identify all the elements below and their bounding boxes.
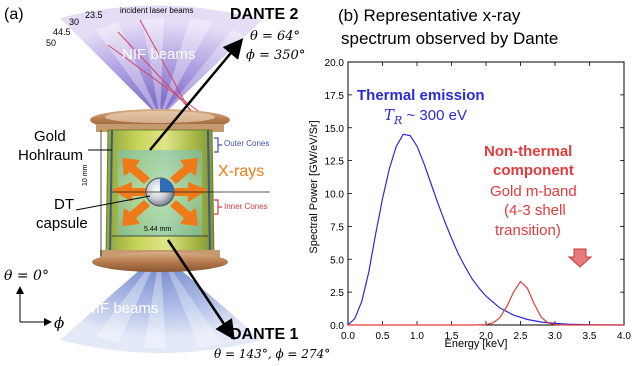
dante2-theta: θ = 64° (250, 29, 301, 44)
dante1-angles: θ = 143°, ϕ = 274° (214, 347, 331, 361)
hohlraum-top-rim (90, 109, 230, 132)
bottom-beam-fan (60, 252, 262, 353)
beam-angle-50: 50 (46, 38, 57, 48)
x-tick-label: 0.5 (376, 331, 390, 342)
y-ticks: 0.0 2.5 5.0 7.5 10.0 12.5 15.0 17.5 20.0 (325, 58, 624, 332)
nonthermal-line3: Gold m-band (490, 183, 577, 200)
thermal-emission-title: Thermal emission (357, 87, 485, 104)
inner-cones-label: Inner Cones (224, 202, 268, 211)
y-tick-label: 5.0 (330, 255, 344, 266)
dt-label: DT (54, 196, 74, 213)
y-tick-label: 10.0 (325, 190, 345, 201)
beam-angle-44-5: 44.5 (53, 27, 71, 37)
thermal-emission-series (347, 133, 625, 326)
dante1-title: DANTE 1 (230, 326, 299, 343)
dante2-phi: ϕ = 350° (246, 48, 306, 63)
x-tick-label: 2.0 (479, 331, 493, 342)
series-lines (347, 133, 625, 326)
beam-angle-23-5: 23.5 (85, 10, 103, 20)
coordinate-axes (16, 286, 52, 326)
temp-symbol: T (384, 106, 395, 124)
y-tick-label: 0.0 (330, 321, 344, 332)
dante2-line-of-sight (149, 38, 244, 151)
gold-label: Gold (34, 128, 66, 145)
nonthermal-line5: transition) (495, 222, 561, 239)
nif-beams-top-label: NIF beams (122, 46, 196, 63)
panel-b-label: (b) (338, 6, 359, 25)
incident-beams-label: incident laser beams (120, 6, 194, 15)
y-tick-label: 7.5 (330, 222, 344, 233)
beam-angle-30: 30 (69, 17, 80, 27)
x-tick-label: 3.0 (548, 331, 562, 342)
panel-b-title-line2: spectrum observed by Dante (341, 29, 559, 48)
width-dimension-label: 5.44 mm (144, 226, 172, 233)
capsule-label: capsule (36, 215, 88, 232)
x-tick-label: 1.5 (445, 331, 459, 342)
y-tick-label: 20.0 (325, 58, 345, 69)
nonthermal-line2: component (493, 162, 574, 179)
nif-beams-bottom-label: NIF beams (85, 300, 159, 317)
hohlraum-bottom-rim (92, 250, 228, 272)
x-axis-label: Energy [keV] (445, 338, 508, 350)
outer-cones-bracket (214, 137, 222, 153)
temp-value: ~ 300 eV (402, 107, 467, 124)
panel-b-title-text: Representative x-ray (363, 6, 521, 25)
x-tick-label: 1.0 (410, 331, 424, 342)
x-tick-label: 3.5 (583, 331, 597, 342)
nonthermal-component-series (348, 281, 624, 326)
hohlraum-illustration (16, 5, 270, 353)
spectrum-chart: 0.0 2.5 5.0 7.5 10.0 12.5 15.0 17.5 20.0 0.0 0.5 1… (308, 58, 631, 350)
phi-axis-label: ϕ (54, 314, 65, 332)
xrays-label: X-rays (218, 163, 265, 180)
temp-subscript: R (394, 114, 403, 127)
y-tick-label: 2.5 (330, 288, 344, 299)
y-tick-label: 15.0 (325, 124, 345, 135)
panel-a-label: (a) (4, 6, 24, 23)
x-ticks: 0.0 0.5 1.0 1.5 2.0 2.5 3.0 3.5 4.0 (341, 62, 631, 342)
y-tick-label: 17.5 (325, 91, 345, 102)
nonthermal-line1: Non-thermal (484, 143, 573, 160)
panel-b-title-line1: (b) Representative x-ray (338, 6, 520, 26)
height-dimension-label: 10 mm (82, 164, 89, 186)
outer-cones-label: Outer Cones (224, 139, 270, 148)
thermal-emission-temp: TR ~ 300 eV (384, 106, 467, 127)
capsule-leader-line (75, 195, 151, 211)
nonthermal-line4: (4-3 shell (504, 202, 566, 219)
x-tick-label: 0.0 (341, 331, 355, 342)
y-axis-label: Spectral Power [GW/eV/Sr] (308, 120, 320, 253)
x-tick-label: 2.5 (514, 331, 528, 342)
hohlraum-label: Hohlraum (18, 147, 84, 164)
y-tick-label: 12.5 (325, 157, 345, 168)
dante1-line-of-sight (166, 239, 235, 341)
dante2-title: DANTE 2 (230, 6, 299, 23)
inner-cones-bracket (214, 199, 222, 215)
nonthermal-pointer-arrow (567, 248, 593, 268)
x-tick-label: 4.0 (617, 331, 631, 342)
theta-axis-label: θ = 0° (4, 268, 49, 284)
